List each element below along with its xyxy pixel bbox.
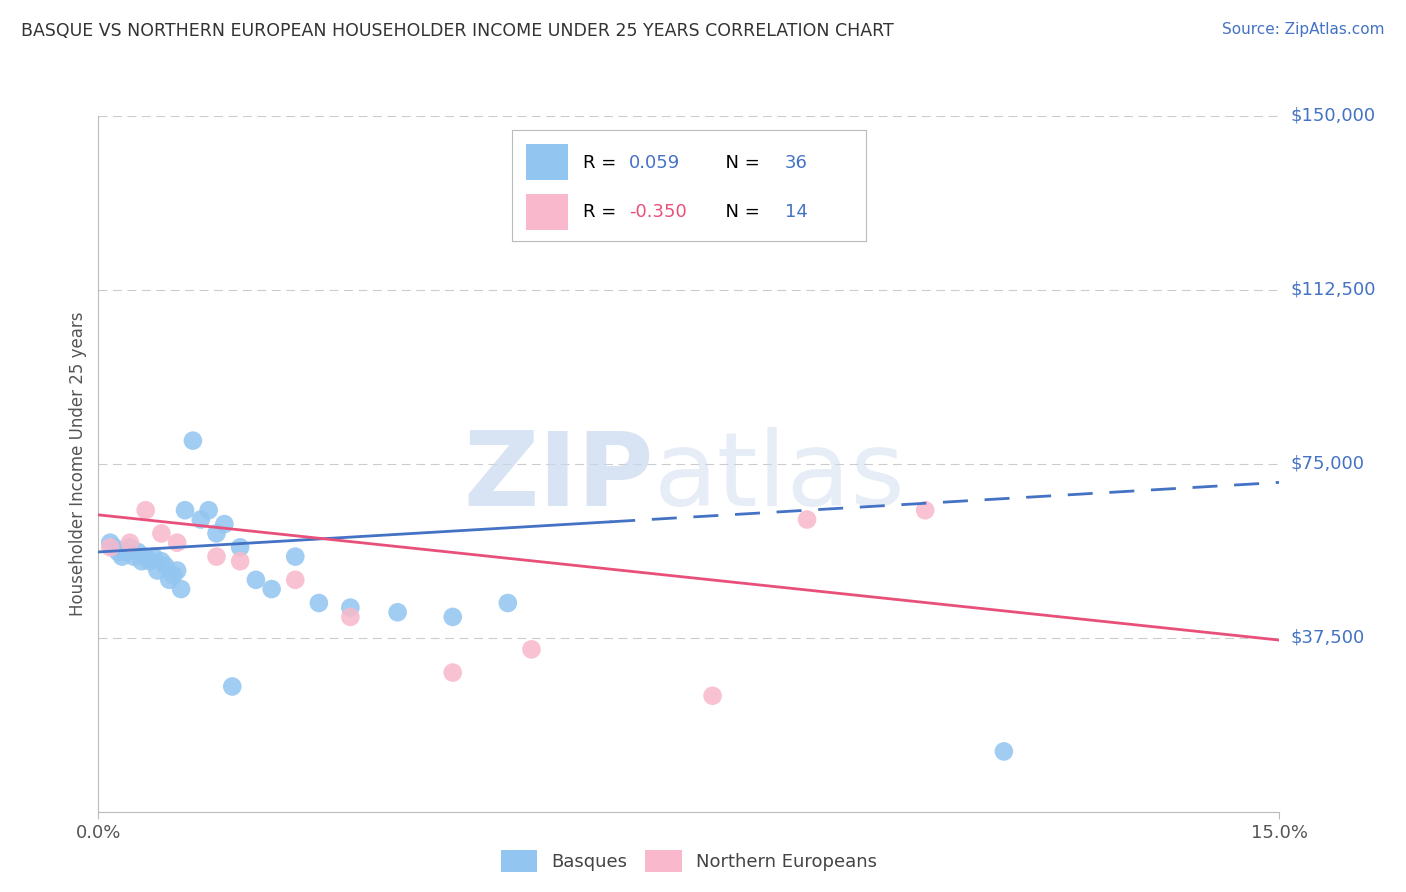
Point [702,689,724,703]
Point [221,680,243,694]
Point [796,512,818,526]
Point [127,545,149,559]
Point [387,605,409,619]
Point [993,744,1015,758]
Point [914,503,936,517]
Point [214,517,236,532]
Text: $112,500: $112,500 [1291,281,1376,299]
Point [496,596,519,610]
Point [157,573,180,587]
Point [197,503,219,517]
Point [205,526,228,541]
Point [441,610,464,624]
Text: $150,000: $150,000 [1291,107,1375,125]
Point [162,568,184,582]
Point [135,503,157,517]
Text: BASQUE VS NORTHERN EUROPEAN HOUSEHOLDER INCOME UNDER 25 YEARS CORRELATION CHART: BASQUE VS NORTHERN EUROPEAN HOUSEHOLDER … [21,22,894,40]
Point [166,535,188,549]
Point [284,573,307,587]
Point [229,541,252,555]
Text: $37,500: $37,500 [1291,629,1365,647]
Legend: Basques, Northern Europeans: Basques, Northern Europeans [494,843,884,880]
Point [135,549,157,564]
Point [107,545,129,559]
Point [520,642,543,657]
Point [118,541,141,555]
Text: Source: ZipAtlas.com: Source: ZipAtlas.com [1222,22,1385,37]
Point [111,549,134,564]
Point [260,582,283,596]
Text: ZIP: ZIP [463,427,654,528]
Point [122,549,145,564]
Point [98,535,121,549]
Point [142,549,165,564]
Point [166,564,188,578]
Point [441,665,464,680]
Point [150,554,173,568]
Point [205,549,228,564]
Point [229,554,252,568]
Point [115,545,138,559]
Point [138,554,160,568]
Point [118,535,141,549]
Point [308,596,330,610]
Point [103,541,125,555]
Point [98,541,121,555]
Point [339,610,361,624]
Text: $75,000: $75,000 [1291,455,1365,473]
Point [284,549,307,564]
Point [174,503,197,517]
Point [146,564,169,578]
Y-axis label: Householder Income Under 25 years: Householder Income Under 25 years [69,311,87,616]
Text: atlas: atlas [654,427,905,528]
Point [339,600,361,615]
Point [245,573,267,587]
Point [170,582,193,596]
Point [181,434,204,448]
Point [155,558,177,573]
Point [190,512,212,526]
Point [131,554,153,568]
Point [150,526,173,541]
